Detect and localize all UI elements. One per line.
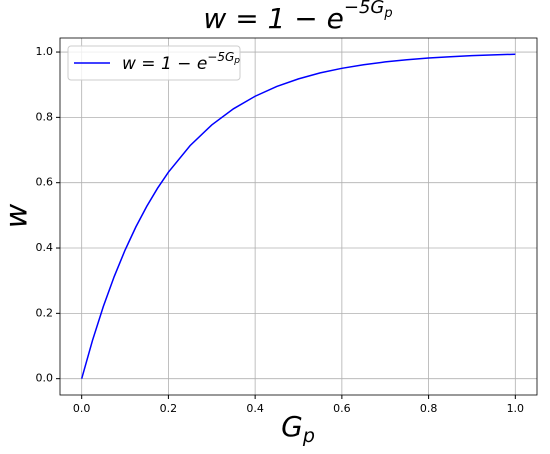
y-axis-label: w: [0, 203, 35, 228]
title-base: w = 1 − e: [203, 2, 343, 35]
y-tick-label: 0.0: [36, 372, 54, 385]
y-tick-label: 0.4: [36, 241, 54, 254]
x-tick-label: 0.0: [73, 402, 91, 415]
y-tick-label: 0.2: [36, 306, 54, 319]
legend-box: [67, 45, 241, 81]
xlabel-sub: p: [302, 425, 315, 447]
y-tick-label: 0.6: [36, 176, 54, 189]
y-tick-label: 1.0: [36, 45, 54, 58]
legend-label: w = 1 − e−5Gp: [122, 50, 240, 75]
x-tick-label: 0.4: [246, 402, 264, 415]
x-tick-label: 1.0: [507, 402, 525, 415]
legend-sup: −5G: [207, 50, 234, 64]
title-sub: p: [383, 6, 392, 21]
x-tick-label: 0.8: [420, 402, 438, 415]
line: [80, 53, 516, 379]
plot-frame: [59, 37, 538, 396]
chart-title: w = 1 − e−5Gp: [203, 0, 392, 35]
legend-sub: p: [233, 56, 240, 66]
y-tick-label: 0.8: [36, 110, 54, 123]
xlabel-base: G: [281, 410, 303, 443]
legend-base: w = 1 − e: [122, 54, 207, 74]
x-tick-label: 0.2: [160, 402, 178, 415]
x-axis-label: Gp: [281, 410, 315, 447]
title-sup: −5G: [344, 0, 385, 18]
x-tick-label: 0.6: [333, 402, 351, 415]
